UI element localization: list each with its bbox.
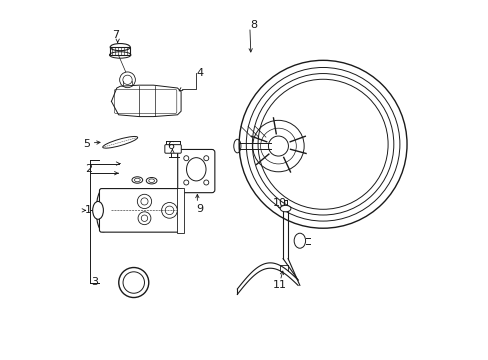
- FancyBboxPatch shape: [99, 189, 182, 232]
- Text: 2: 2: [84, 164, 92, 174]
- Text: 11: 11: [272, 280, 286, 291]
- Text: 9: 9: [196, 203, 203, 213]
- Circle shape: [123, 272, 144, 293]
- Circle shape: [162, 203, 177, 218]
- Text: 1: 1: [84, 205, 92, 215]
- Ellipse shape: [102, 136, 137, 148]
- Circle shape: [137, 194, 151, 208]
- FancyBboxPatch shape: [164, 145, 181, 153]
- Ellipse shape: [93, 202, 103, 219]
- Text: 7: 7: [111, 30, 119, 40]
- Bar: [177, 188, 183, 233]
- Text: 10: 10: [272, 198, 286, 208]
- Ellipse shape: [294, 233, 305, 248]
- Ellipse shape: [132, 177, 142, 183]
- Circle shape: [119, 267, 148, 297]
- Text: 5: 5: [83, 139, 90, 149]
- Bar: [110, 47, 130, 55]
- Ellipse shape: [146, 177, 157, 184]
- Text: 6: 6: [167, 141, 174, 151]
- Text: 3: 3: [91, 277, 99, 287]
- Text: 4: 4: [196, 68, 203, 78]
- Ellipse shape: [96, 189, 110, 232]
- Circle shape: [138, 212, 151, 225]
- Text: 8: 8: [249, 19, 257, 30]
- Ellipse shape: [280, 205, 290, 212]
